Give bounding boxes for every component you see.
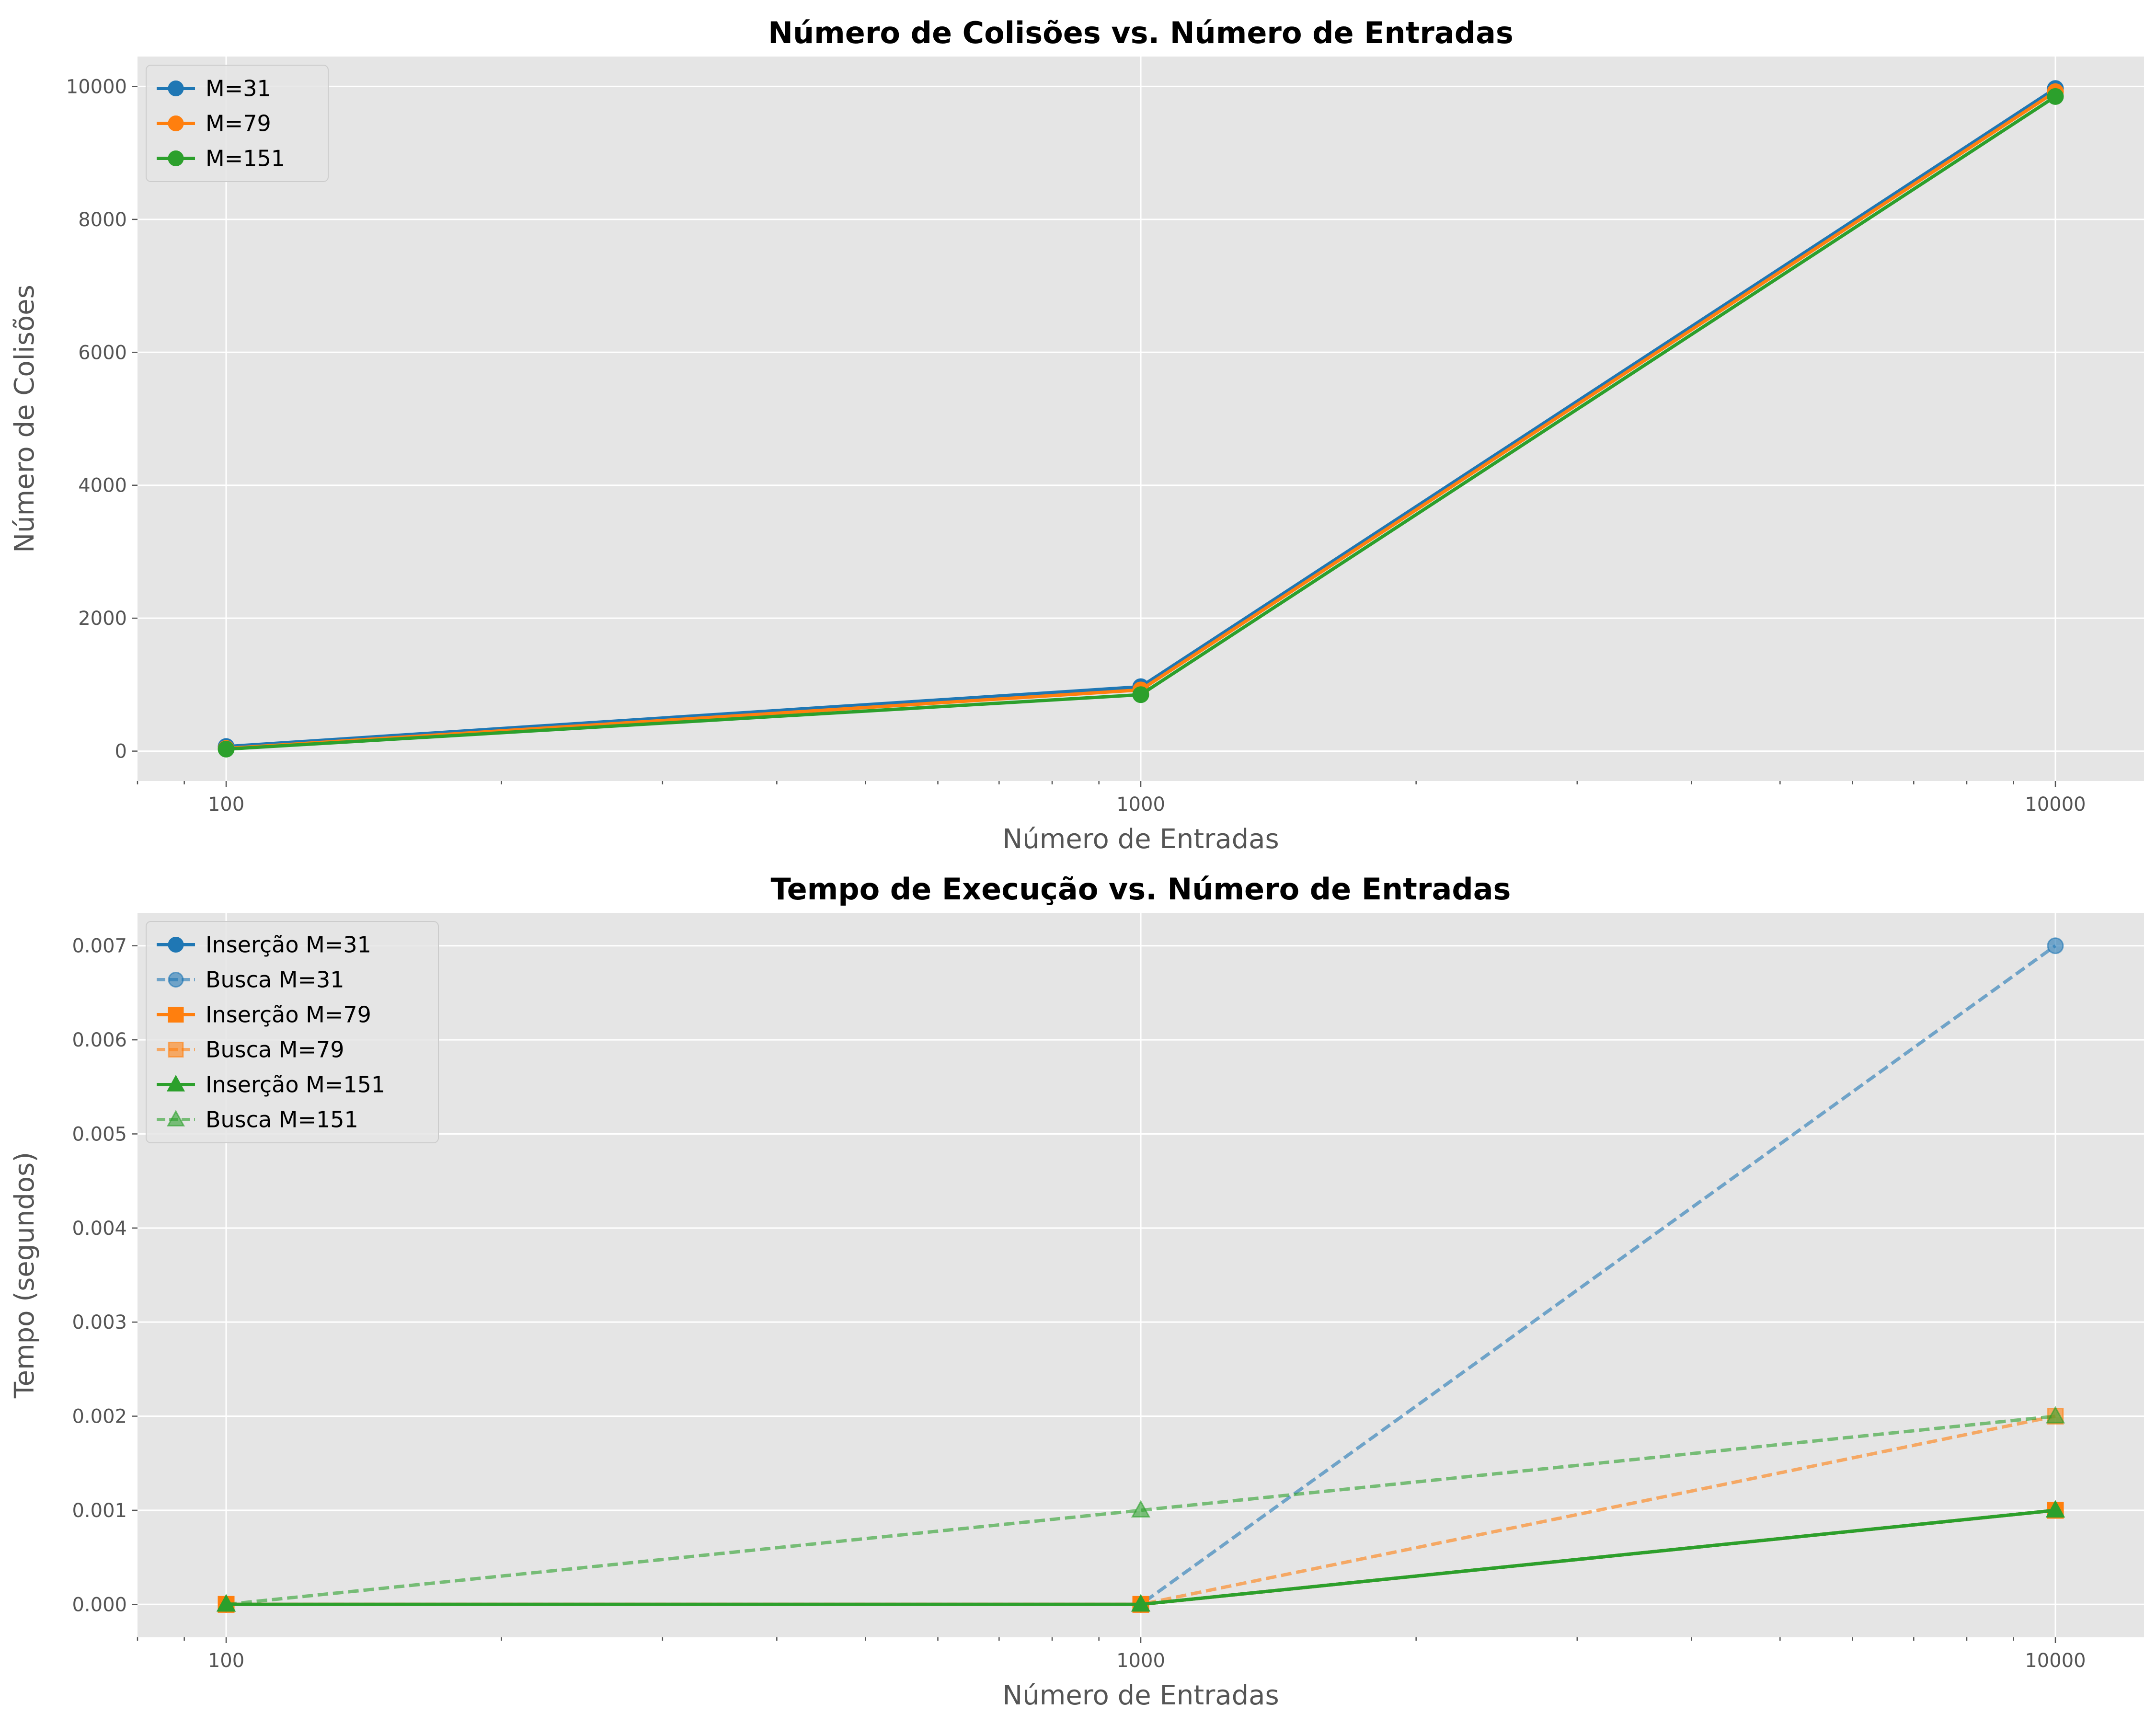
legend-marker xyxy=(166,1110,185,1127)
data-point-busca-m-31 xyxy=(2047,937,2064,954)
collisions-legend: M=31 M=79 M=151 xyxy=(146,65,329,182)
y-tick-label: 8000 xyxy=(78,209,127,231)
collisions-gridlines xyxy=(138,57,2144,781)
legend-marker xyxy=(168,972,184,988)
data-point-busca-m-151 xyxy=(2045,1406,2065,1424)
x-tick-label: 10000 xyxy=(2025,1650,2086,1672)
x-tick-label: 100 xyxy=(208,1650,244,1672)
data-point-busca-m-151 xyxy=(1131,1500,1151,1518)
legend-entry-insercao-m-151: Inserção M=151 xyxy=(157,1072,385,1098)
legend-marker xyxy=(166,1075,185,1092)
legend-label: M=31 xyxy=(206,76,271,102)
legend-label: Inserção M=31 xyxy=(206,932,371,958)
legend-label: M=79 xyxy=(206,111,271,137)
y-tick-label: 0.000 xyxy=(72,1594,127,1616)
legend-marker xyxy=(168,115,184,131)
y-tick-label: 0.001 xyxy=(72,1500,127,1522)
legend-marker xyxy=(168,1007,184,1023)
legend-label: Busca M=151 xyxy=(206,1107,358,1133)
legend-entry-insercao-m-79: Inserção M=79 xyxy=(157,1002,371,1028)
y-tick-label: 0.002 xyxy=(72,1406,127,1428)
legend-entry-busca-m-151: Busca M=151 xyxy=(157,1107,358,1133)
collisions-x-axis-label: Número de Entradas xyxy=(1002,824,1279,855)
data-point-insercao-m-151 xyxy=(1131,1594,1151,1612)
y-tick-label: 0.006 xyxy=(72,1029,127,1051)
runtime-legend: Inserção M=31 Busca M=31 Inserção M=79 Busc… xyxy=(146,921,439,1143)
runtime-x-axis-label: Número de Entradas xyxy=(1002,1680,1279,1711)
data-point-m-151 xyxy=(1132,686,1149,703)
legend-box xyxy=(146,921,439,1143)
y-tick-label: 10000 xyxy=(66,76,127,98)
runtime-ticks: 0.000 0.001 0.002 0.003 0.004 0.005 0.006 0.007… xyxy=(72,935,2086,1672)
data-point-m-151 xyxy=(218,740,235,758)
x-tick-label: 10000 xyxy=(2025,794,2086,816)
y-tick-label: 0 xyxy=(115,741,127,763)
data-point-insercao-m-151 xyxy=(2045,1500,2065,1518)
legend-entry-busca-m-31: Busca M=31 xyxy=(157,967,344,993)
legend-label: Busca M=79 xyxy=(206,1037,344,1063)
runtime-series xyxy=(216,937,2065,1613)
runtime-chart-title: Tempo de Execução vs. Número de Entradas xyxy=(771,872,1511,907)
series-m-151 xyxy=(218,88,2064,758)
legend-box xyxy=(146,65,329,182)
legend-marker xyxy=(168,80,184,96)
collisions-ticks: 0 2000 4000 6000 8000 10000 100 1000 10000 xyxy=(66,76,2086,816)
collisions-series xyxy=(218,80,2064,758)
y-tick-label: 0.003 xyxy=(72,1311,127,1334)
collisions-chart-title: Número de Colisões vs. Número de Entrada… xyxy=(768,15,1514,50)
legend-entry-insercao-m-31: Inserção M=31 xyxy=(157,932,371,958)
legend-marker xyxy=(168,937,184,953)
runtime-chart: 0.000 0.001 0.002 0.003 0.004 0.005 0.006 0.007… xyxy=(9,872,2144,1711)
y-tick-label: 0.007 xyxy=(72,935,127,957)
y-tick-label: 0.005 xyxy=(72,1123,127,1145)
legend-entry-m-79: M=79 xyxy=(157,111,271,137)
y-tick-label: 2000 xyxy=(78,608,127,630)
legend-label: Inserção M=79 xyxy=(206,1002,371,1028)
legend-marker xyxy=(168,150,184,166)
y-tick-label: 6000 xyxy=(78,342,127,364)
legend-label: M=151 xyxy=(206,146,285,172)
runtime-y-axis-label: Tempo (segundos) xyxy=(9,1152,40,1399)
x-tick-label: 1000 xyxy=(1116,794,1165,816)
series-busca-m-151 xyxy=(216,1406,2065,1612)
legend-entry-m-151: M=151 xyxy=(157,146,285,172)
x-tick-label: 100 xyxy=(208,794,244,816)
legend-label: Busca M=31 xyxy=(206,967,344,993)
data-point-busca-m-151 xyxy=(216,1594,236,1612)
legend-entry-m-31: M=31 xyxy=(157,76,271,102)
x-tick-label: 1000 xyxy=(1116,1650,1165,1672)
collisions-y-axis-label: Número de Colisões xyxy=(9,285,40,553)
y-tick-label: 0.004 xyxy=(72,1218,127,1240)
data-point-m-151 xyxy=(2047,88,2064,105)
legend-marker xyxy=(168,1042,184,1058)
y-tick-label: 4000 xyxy=(78,475,127,497)
legend-label: Inserção M=151 xyxy=(206,1072,385,1098)
legend-entry-busca-m-79: Busca M=79 xyxy=(157,1037,344,1063)
